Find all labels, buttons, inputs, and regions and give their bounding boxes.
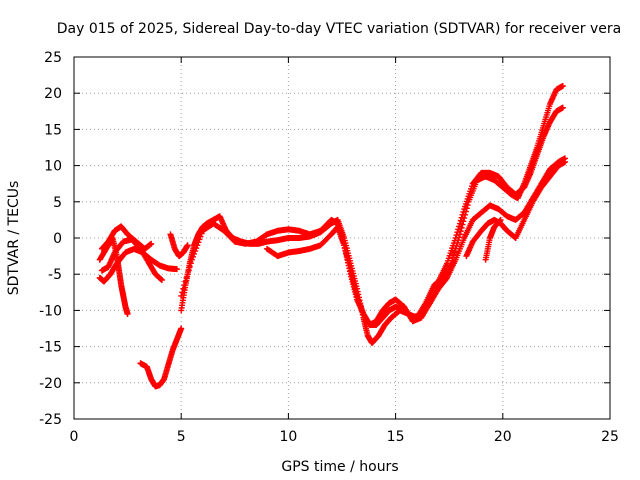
data-point-interp [454,229,461,236]
data-point [188,256,195,263]
y-tick-label: -10 [39,303,62,319]
y-tick-label: 25 [44,50,62,66]
data-point-interp [459,211,466,218]
data-point-interp [456,223,463,230]
data-point-interp [180,285,187,292]
y-tick-label: 5 [53,195,62,211]
y-tick-label: 20 [44,86,62,102]
x-tick-label: 25 [601,429,619,445]
data-point [173,266,180,273]
data-series [263,155,568,328]
data-point [497,216,504,223]
x-tick-label: 20 [494,429,512,445]
data-point-interp [457,217,464,224]
data-point [559,104,566,111]
data-point-interp [453,232,460,239]
data-series [482,216,504,263]
y-tick-label: 0 [53,231,62,247]
data-series [137,325,185,390]
data-point-interp [181,282,188,289]
y-tick-labels: -25 -20 -15 -10 -5 0 5 10 15 20 25 [39,50,62,428]
data-points [96,82,568,390]
data-point-interp [179,289,186,296]
data-point-interp [197,233,204,240]
y-axis-label: SDTVAR / TECUs [6,181,22,296]
y-tick-label: 15 [44,122,62,138]
x-tick-label: 5 [177,429,186,445]
x-tick-label: 0 [70,429,79,445]
data-point-interp [194,242,201,249]
data-point [561,158,568,165]
data-point [124,311,131,318]
data-point [148,240,155,247]
data-series [167,231,191,260]
data-series [96,235,131,318]
data-point-interp [456,220,463,227]
data-series [98,236,165,283]
y-tick-label: -25 [39,412,62,428]
y-tick-label: -20 [39,376,62,392]
data-point [158,276,165,283]
data-point [178,292,185,299]
x-tick-labels: 0 5 10 15 20 25 [70,429,619,445]
data-point-interp [198,230,205,237]
data-point [452,235,459,241]
data-point-interp [187,260,194,267]
data-point-interp [184,271,191,278]
data-point-interp [185,267,192,274]
y-tick-label: -5 [48,267,62,283]
data-point-interp [182,278,189,285]
data-point-interp [460,208,467,215]
x-tick-label: 15 [387,429,405,445]
data-point-interp [191,250,198,257]
data-point [178,325,185,332]
y-tick-label: -15 [39,340,62,356]
data-point [559,82,566,89]
x-axis-label: GPS time / hours [281,459,398,475]
data-series [463,158,568,260]
data-point-interp [193,245,200,252]
y-tick-label: 10 [44,159,62,175]
axis-ticks [73,56,611,420]
data-point-interp [183,274,190,281]
data-point-interp [458,214,465,221]
data-point-interp [189,253,196,260]
data-point-interp [451,248,458,255]
data-point [184,242,191,249]
data-point-interp [195,239,202,246]
data-point-interp [196,236,203,243]
x-tick-label: 10 [279,429,297,445]
data-point-interp [192,248,199,255]
chart-title: Day 015 of 2025, Sidereal Day-to-day VTE… [57,21,621,37]
data-point-interp [186,263,193,270]
data-point-interp [455,226,462,233]
